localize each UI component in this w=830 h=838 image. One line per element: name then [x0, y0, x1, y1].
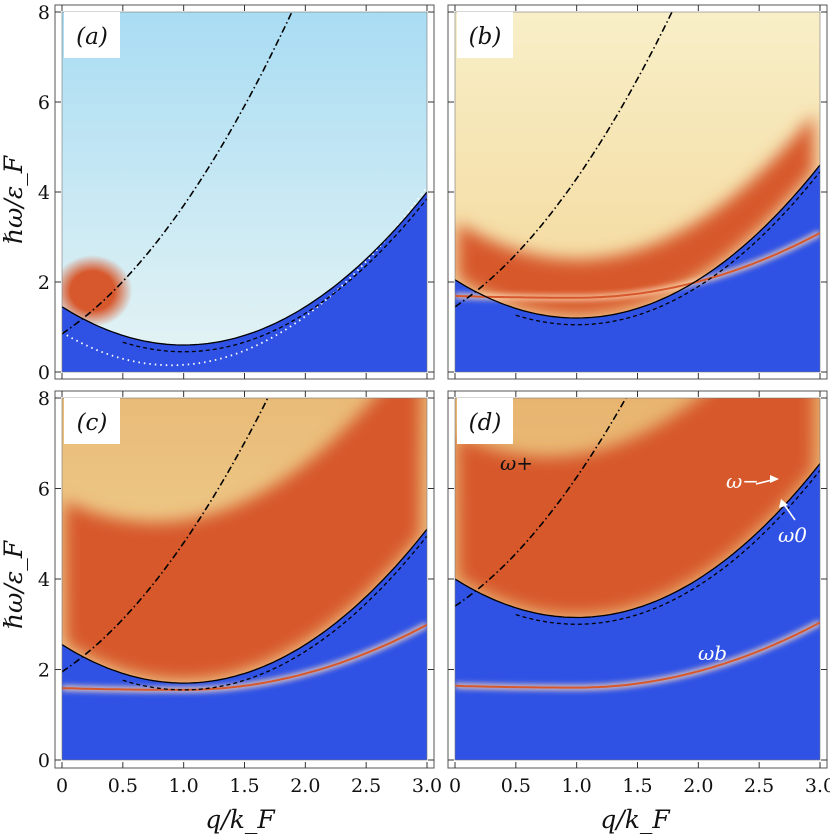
x-tick-label: 0.5: [108, 775, 138, 797]
x-tick-label: 1.0: [169, 775, 199, 797]
x-tick-label: 1.0: [562, 775, 592, 797]
y-tick-label: 8: [38, 388, 50, 410]
panel-label: (a): [76, 24, 108, 50]
y-tick-label: 0: [38, 362, 50, 384]
orange-region: [457, 114, 814, 316]
orange-region: [64, 398, 421, 681]
x-tick-label: 2.5: [351, 775, 381, 797]
threshold-dashed: [515, 171, 820, 326]
omega-b-label: ωb: [698, 641, 727, 665]
panel-d: 0 0.5 1.0 1.5 2.0 2.5 3.0 (d) ω+ ω− ω0 ωb: [447, 390, 830, 797]
upper-edge-solid: [455, 463, 820, 619]
x-tick-label: 0: [449, 775, 461, 797]
panel-c: 0 0.5 1.0 1.5 2.0 2.5 3.0 0 2 4 6 8 (c): [38, 388, 442, 797]
omega-b-line: [455, 232, 820, 299]
y-tick-label: 4: [38, 569, 50, 591]
upper-edge-solid: [62, 528, 427, 684]
panel-label-box: [64, 398, 120, 444]
y-tick-label: 0: [38, 750, 50, 772]
threshold-dashed: [122, 535, 427, 691]
panel-label-box: [457, 12, 513, 58]
threshold-dashed: [515, 469, 820, 625]
blue-region: [62, 529, 427, 760]
x-tick-label: 3.0: [412, 775, 442, 797]
x-tick-label: 2.0: [290, 775, 320, 797]
y-tick-label: 6: [38, 92, 50, 114]
x-tick-label: 0: [56, 775, 68, 797]
panel-label: (c): [77, 410, 108, 436]
omega-plus-dashdot: [455, 12, 673, 308]
y-axis-label-bottom: ℏω/ε_F: [0, 539, 28, 629]
x-tick-label: 3.0: [805, 775, 830, 797]
upper-edge-solid: [62, 191, 427, 346]
blue-region: [62, 192, 427, 372]
omega-b-line: [62, 623, 427, 691]
omega-minus-arrowhead: [770, 475, 779, 483]
x-axis-label-left: q/k_F: [205, 805, 276, 834]
omega-minus-label: ω−: [726, 469, 759, 493]
plot-frame: [454, 11, 821, 373]
y-tick-label: 2: [38, 272, 50, 294]
omega-plus-label: ω+: [500, 451, 533, 475]
blue-region: [455, 165, 820, 372]
panel-label: (b): [469, 24, 502, 50]
x-axis-label-right: q/k_F: [600, 805, 671, 834]
x-tick-label: 1.5: [622, 775, 652, 797]
x-tick-label: 0.5: [501, 775, 531, 797]
panel-label-box: [64, 12, 120, 58]
plot-frame: [61, 11, 428, 373]
plot-frame: [454, 397, 821, 761]
omega-plus-dashdot: [62, 12, 293, 335]
y-tick-label: 8: [38, 2, 50, 24]
x-tick-label: 2.0: [683, 775, 713, 797]
orange-region: [457, 398, 814, 616]
lower-edge-dotted: [62, 186, 427, 367]
x-tick-label: 1.5: [229, 775, 259, 797]
x-tick-label: 2.5: [744, 775, 774, 797]
panel-b: (b): [447, 4, 828, 380]
omega-plus-dashdot: [62, 398, 269, 673]
y-axis-label-top: ℏω/ε_F: [0, 154, 28, 244]
omega-b-line: [455, 621, 820, 689]
y-tick-label: 6: [38, 479, 50, 501]
panel-label-box: [457, 398, 513, 444]
y-tick-label: 4: [38, 182, 50, 204]
panel-label: (d): [469, 410, 502, 436]
plot-frame: [61, 397, 428, 761]
threshold-dashed: [122, 198, 427, 353]
y-tick-label: 2: [38, 660, 50, 682]
upper-edge-solid: [455, 164, 820, 319]
omega-zero-arrowhead: [779, 499, 788, 508]
panel-a: 0 2 4 6 8 (a): [38, 2, 435, 384]
omega-zero-label: ω0: [778, 523, 807, 547]
